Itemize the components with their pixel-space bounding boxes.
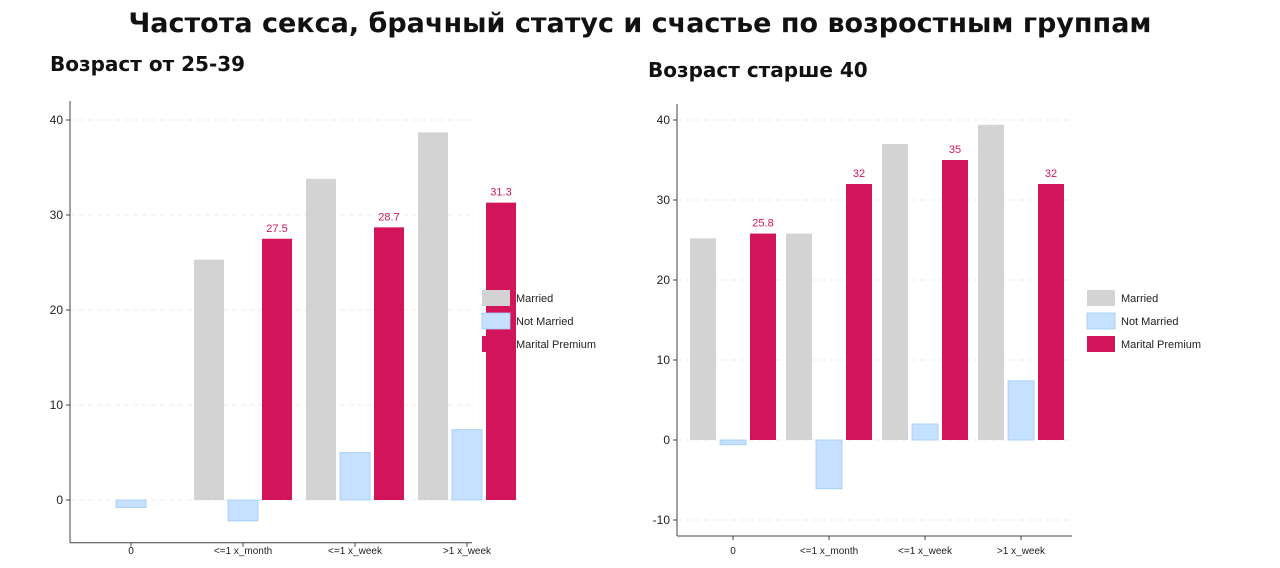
x-tick-label: <=1 x_week: [898, 546, 953, 557]
bar-married: [418, 132, 448, 500]
legend-label: Not Married: [516, 316, 573, 328]
data-label: 32: [1045, 168, 1057, 180]
legend-swatch-married: [482, 290, 510, 306]
bar-married: [978, 124, 1004, 441]
legend-label: Married: [516, 293, 553, 305]
legend-swatch-marital-premium: [1087, 336, 1115, 352]
bar-marital-premium: [942, 160, 968, 440]
legend-label: Marital Premium: [1121, 339, 1201, 351]
bar-married: [306, 178, 336, 500]
bar-not-married: [815, 439, 843, 490]
y-tick-label: 30: [657, 193, 671, 207]
bar-marital-premium: [262, 238, 292, 500]
bar-not-married: [451, 429, 483, 501]
data-label: 31.3: [490, 187, 511, 199]
bar-married: [194, 259, 224, 500]
legend-swatch-not-married: [1086, 312, 1116, 330]
x-tick-label: >1 x_week: [443, 546, 492, 557]
legend-label: Married: [1121, 293, 1158, 305]
bar-marital-premium: [1038, 184, 1064, 440]
bar-not-married: [719, 439, 747, 446]
y-tick-label: 10: [50, 398, 64, 412]
chart-1-title: Возраст от 25-39: [50, 52, 246, 76]
bar-marital-premium: [750, 233, 776, 440]
bar-married: [882, 144, 908, 440]
bar-not-married: [911, 423, 939, 441]
data-label: 27.5: [266, 223, 287, 235]
bar-not-married: [339, 452, 371, 501]
y-tick-label: 40: [657, 113, 671, 127]
legend-label: Not Married: [1121, 316, 1178, 328]
y-tick-label: 40: [50, 113, 64, 127]
y-tick-label: 20: [657, 273, 671, 287]
bar-not-married: [1007, 380, 1035, 441]
x-tick-label: <=1 x_month: [800, 546, 858, 557]
legend-swatch-marital-premium: [482, 336, 510, 352]
x-tick-label: 0: [128, 546, 134, 557]
y-tick-label: 10: [657, 353, 671, 367]
y-tick-label: 30: [50, 208, 64, 222]
bar-married: [786, 233, 812, 440]
data-label: 28.7: [378, 211, 399, 223]
y-tick-label: 0: [663, 433, 670, 447]
x-tick-label: 0: [730, 546, 736, 557]
x-tick-label: <=1 x_month: [214, 546, 272, 557]
bar-not-married: [115, 499, 147, 508]
bar-marital-premium: [846, 184, 872, 440]
x-tick-label: >1 x_week: [997, 546, 1046, 557]
x-tick-label: <=1 x_week: [328, 546, 383, 557]
main-title: Частота секса, брачный статус и счастье …: [128, 8, 1152, 39]
bar-not-married: [227, 499, 259, 522]
legend-swatch-not-married: [481, 312, 511, 330]
data-label: 35: [949, 144, 961, 156]
chart-2-title: Возраст старше 40: [648, 58, 868, 82]
bar-marital-premium: [374, 227, 404, 500]
legend-label: Marital Premium: [516, 339, 596, 351]
bar-married: [690, 238, 716, 440]
data-label: 32: [853, 168, 865, 180]
legend-swatch-married: [1087, 290, 1115, 306]
y-tick-label: -10: [653, 513, 671, 527]
data-label: 25.8: [752, 218, 773, 230]
y-tick-label: 20: [50, 303, 64, 317]
y-tick-label: 0: [56, 493, 63, 507]
